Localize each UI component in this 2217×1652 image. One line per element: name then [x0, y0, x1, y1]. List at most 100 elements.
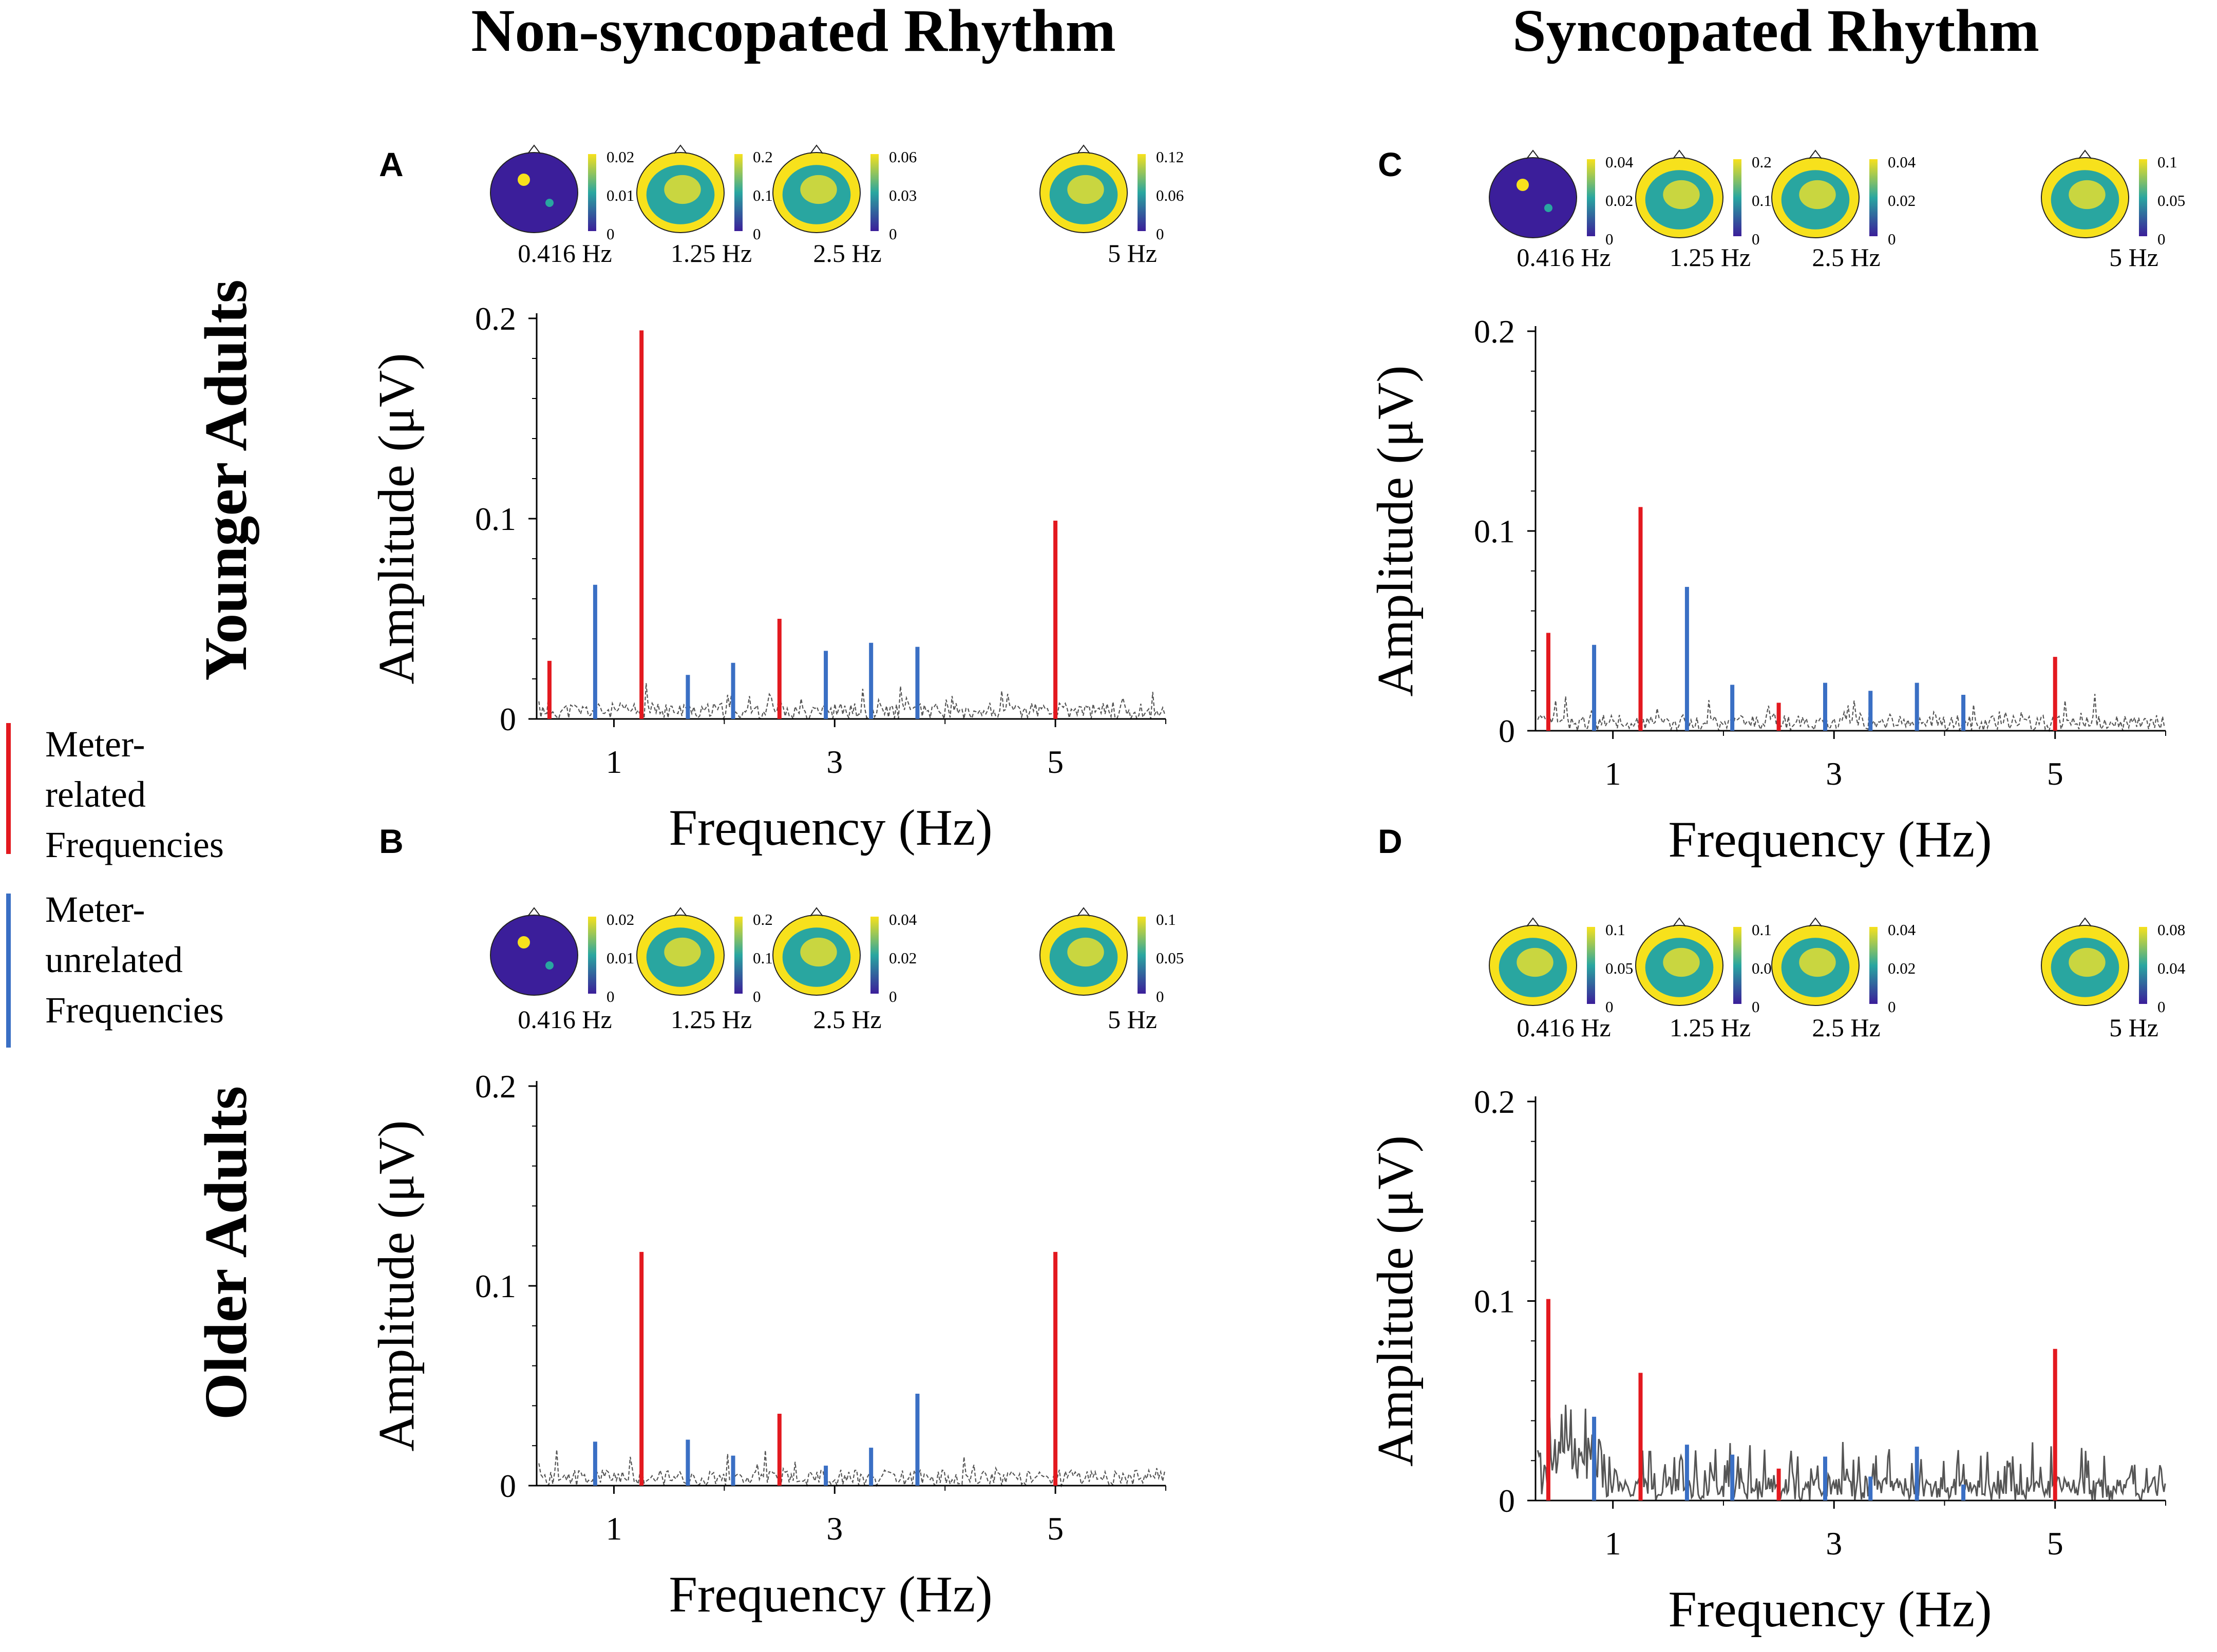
colorbar	[734, 154, 743, 231]
y-tick-label: 0.1	[1474, 513, 1515, 549]
colorbar	[2139, 159, 2147, 236]
legend-meter-unrelated-label: Meter- unrelated Frequencies	[45, 889, 224, 1031]
colorbar-tick-label: 0	[607, 988, 615, 1005]
nose-icon	[1673, 917, 1686, 927]
colorbar	[588, 917, 596, 994]
nose-icon	[1673, 149, 1686, 159]
panel-letter: A	[379, 145, 404, 183]
nose-icon	[674, 144, 687, 154]
colorbar	[1138, 154, 1146, 231]
scalp-map	[490, 915, 578, 996]
scalp-hotspot	[1067, 175, 1104, 204]
legend-meter-related-label: Meter-related Frequencies	[45, 724, 224, 865]
topomap-frequency-label: 2.5 Hz	[813, 239, 881, 268]
colorbar-tick-label: 0	[753, 225, 761, 243]
colorbar-tick-label: 0	[889, 225, 897, 243]
panel-letter: D	[1378, 822, 1403, 860]
colorbar-tick-label: 0	[1605, 998, 1614, 1016]
nose-icon	[810, 144, 823, 154]
colorbar-tick-label: 0.02	[1888, 959, 1916, 977]
colorbar-tick-label: 0	[1752, 230, 1760, 248]
x-tick-label: 1	[1605, 1525, 1621, 1562]
colorbar-tick-label: 0.2	[1752, 153, 1772, 171]
topomap: 0.02 0.01 00.416 Hz	[490, 144, 634, 268]
colorbar-tick-label: 0.05	[1605, 959, 1633, 977]
scalp-hotspot	[1799, 180, 1836, 210]
colorbar-tick-label: 0.04	[1605, 153, 1634, 171]
topomap-frequency-label: 0.416 Hz	[1517, 1013, 1610, 1042]
colorbar-tick-label: 0	[1156, 988, 1164, 1005]
y-tick-label: 0.2	[475, 300, 516, 337]
scalp-map	[1489, 157, 1577, 238]
colorbar-tick-label: 0.12	[1156, 148, 1184, 166]
colorbar-tick-label: 0	[1156, 225, 1164, 243]
panel-letter: C	[1378, 145, 1403, 183]
colorbar-tick-label: 0.01	[607, 949, 634, 967]
scalp-hotspot	[545, 961, 554, 970]
scalp-hotspot	[2069, 180, 2106, 210]
colorbar-tick-label: 0	[1888, 230, 1896, 248]
colorbar-tick-label: 0	[2157, 230, 2166, 248]
y-tick-label: 0	[500, 701, 516, 737]
topomap: 0.06 0.03 0 2.5 Hz	[772, 144, 917, 268]
series-meter-related	[639, 1251, 1058, 1486]
topomap-frequency-label: 1.25 Hz	[671, 1005, 752, 1034]
colorbar-tick-label: 0	[1605, 230, 1614, 248]
colorbar-tick-label: 0.01	[607, 186, 634, 204]
x-axis-label: Frequency (Hz)	[669, 799, 992, 856]
noise-line	[1537, 1404, 2166, 1502]
scalp-hotspot	[545, 199, 554, 207]
topomap: 0.08 0.04 05 Hz	[2041, 917, 2186, 1042]
x-axis-label: Frequency (Hz)	[1668, 1581, 1992, 1638]
colorbar-tick-label: 0.1	[1605, 921, 1625, 939]
nose-icon	[1809, 149, 1822, 159]
topomap: 0.2 0.1 01.25 Hz	[636, 144, 773, 268]
x-tick-label: 3	[826, 1510, 843, 1547]
topomap-frequency-label: 0.416 Hz	[1517, 243, 1610, 272]
topomap-frequency-label: 1.25 Hz	[1670, 243, 1751, 272]
colorbar-tick-label: 0.04	[1888, 153, 1916, 171]
colorbar	[1587, 927, 1595, 1004]
nose-icon	[1526, 917, 1540, 927]
column-title-non-syncopated: Non-syncopated Rhythm	[471, 0, 1116, 64]
colorbar-tick-label: 0.05	[1156, 949, 1184, 967]
x-tick-label: 3	[1826, 755, 1842, 792]
colorbar-tick-label: 0	[1888, 998, 1896, 1016]
topomap: 0.04 0.02 0 2.5 Hz	[1771, 149, 1916, 272]
colorbar-tick-label: 0.1	[1752, 921, 1772, 939]
topomap: 0.2 0.1 01.25 Hz	[636, 907, 773, 1034]
x-tick-label: 3	[1826, 1525, 1842, 1562]
nose-icon	[810, 907, 823, 917]
y-axis-label: Amplitude (μV)	[368, 353, 425, 684]
x-tick-label: 1	[605, 1510, 622, 1547]
topomap: 0.04 0.02 00.416 Hz	[1489, 149, 1634, 272]
noise-trace	[1537, 1404, 2166, 1502]
colorbar-tick-label: 0.2	[753, 910, 773, 928]
x-tick-label: 5	[1047, 1510, 1064, 1547]
topomap: 0.2 0.1 01.25 Hz	[1635, 149, 1772, 272]
topomap-frequency-label: 1.25 Hz	[1670, 1013, 1751, 1042]
nose-icon	[1077, 144, 1090, 154]
nose-icon	[1809, 917, 1822, 927]
colorbar-tick-label: 0.02	[1888, 192, 1916, 210]
colorbar	[1869, 927, 1878, 1004]
nose-icon	[2078, 917, 2092, 927]
topomap: 0.1 0.05 05 Hz	[2041, 149, 2185, 272]
noise-line	[538, 683, 1165, 721]
colorbar-tick-label: 0.02	[889, 949, 917, 967]
topomap: 0.1 0.05 05 Hz	[1039, 907, 1184, 1034]
y-tick-label: 0.2	[475, 1068, 516, 1105]
nose-icon	[1077, 907, 1090, 917]
colorbar-tick-label: 0.02	[1605, 192, 1633, 210]
colorbar-tick-label: 0.02	[607, 910, 634, 928]
colorbar	[588, 154, 596, 231]
colorbar	[734, 917, 743, 994]
scalp-hotspot	[518, 174, 530, 186]
scalp-hotspot	[1799, 947, 1836, 977]
scalp-hotspot	[1663, 947, 1700, 977]
colorbar-tick-label: 0.1	[1752, 192, 1772, 210]
scalp-hotspot	[1517, 179, 1529, 191]
colorbar-tick-label: 0	[1752, 998, 1760, 1016]
y-tick-label: 0.2	[1474, 313, 1515, 350]
